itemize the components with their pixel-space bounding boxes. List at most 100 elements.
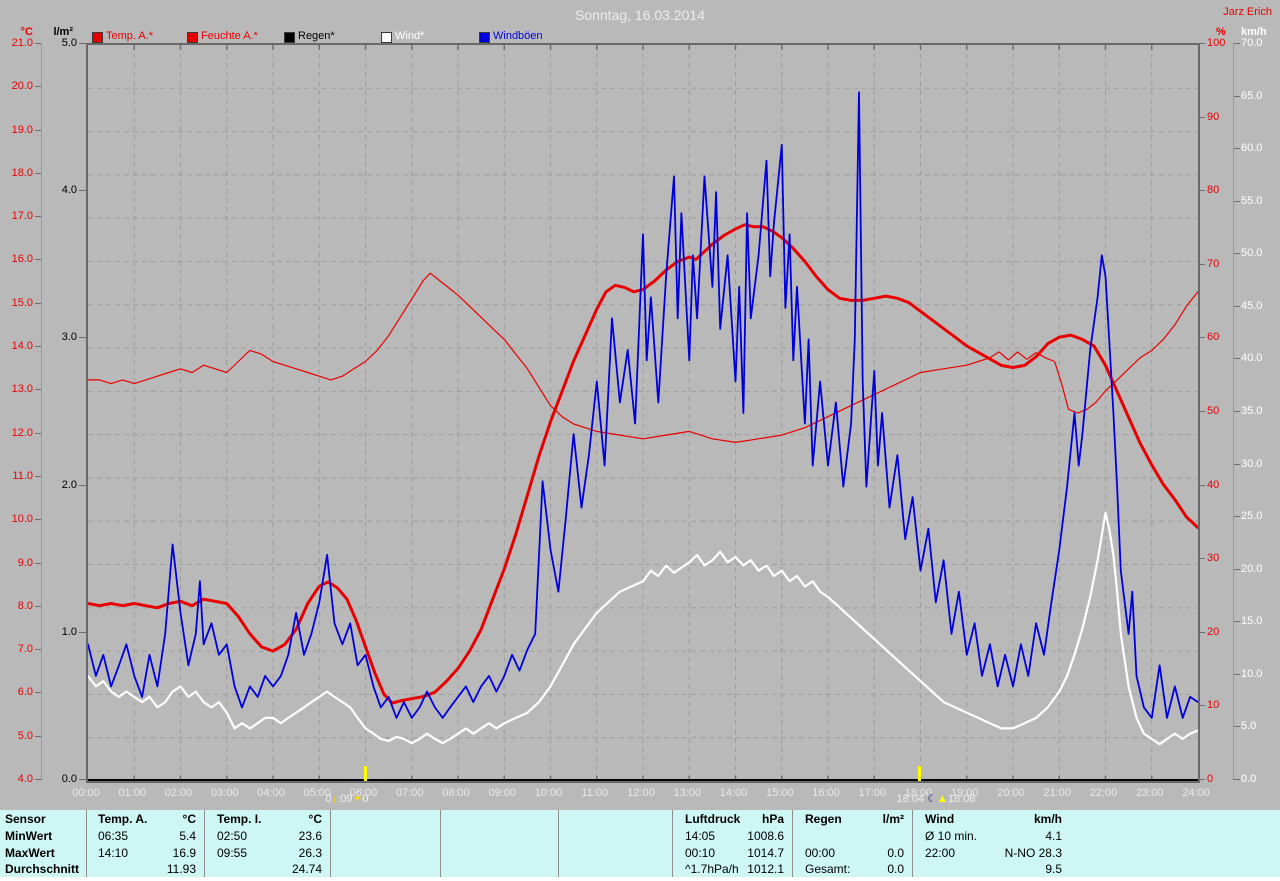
y-tick-mark-temp [35, 519, 42, 521]
table-value-row [559, 828, 672, 845]
table-value-row: 06:35 5.4 [86, 828, 204, 845]
y-tick-label-wind: 15.0 [1241, 615, 1263, 628]
x-tick-label: 06:00 [349, 787, 378, 799]
table-group-temp-a-: Temp. A. °C 06:35 5.4 14:10 16.9 11.93 [86, 810, 205, 877]
legend-label: Wind* [395, 30, 425, 42]
y-tick-label-temp: 7.0 [17, 643, 33, 656]
y-tick-mark-wind [1233, 411, 1240, 412]
table-value-row [441, 845, 558, 862]
legend-label: Temp. A.* [106, 30, 154, 42]
bottom-strip [0, 877, 1280, 881]
value-number: 1012.1 [747, 862, 784, 876]
y-tick-mark-wind [1233, 358, 1240, 360]
sensor-unit: l/m² [882, 812, 904, 826]
table-value-row: 09:55 26.3 [205, 845, 330, 862]
table-value-row [1070, 828, 1280, 845]
table-value-row: 22:00 N-NO 28.3 [913, 845, 1070, 862]
table-value-row [331, 861, 440, 878]
y-tick-mark-temp [35, 129, 42, 131]
axis-spine [41, 43, 42, 779]
y-tick-mark-temp [35, 605, 42, 607]
y-tick-label-temp: 14.0 [11, 340, 33, 353]
page-title: Sonntag, 16.03.2014 [574, 7, 705, 23]
sensor-unit: km/h [1033, 812, 1062, 826]
axis-unit-temp: °C [20, 26, 33, 38]
sensor-unit: °C [308, 812, 322, 826]
table-group-header [559, 811, 672, 828]
plot-area[interactable] [86, 43, 1200, 783]
x-tick-label: 03:00 [210, 787, 239, 799]
y-tick-label-hum: 10 [1207, 699, 1220, 712]
y-tick-label-wind: 45.0 [1241, 299, 1263, 312]
series-feuchte-a- [88, 272, 1198, 443]
table-value-row [559, 861, 672, 878]
table-group-header: Regen l/m² [793, 811, 912, 828]
y-tick-label-wind: 65.0 [1241, 89, 1263, 102]
value-number: 11.93 [166, 862, 196, 876]
y-tick-mark-temp [35, 562, 42, 564]
y-tick-label-temp: 4.0 [17, 773, 33, 785]
table-value-row: 24.74 [205, 861, 330, 878]
y-tick-mark-hum [1198, 558, 1205, 560]
legend-swatch-icon [381, 32, 392, 43]
evening-marker-part: 18:04 [896, 793, 928, 805]
y-tick-mark-rain [79, 337, 86, 339]
y-tick-mark-hum [1198, 484, 1205, 486]
table-group-wind: Wind km/h Ø 10 min. 4.1 22:00 N-NO 28.3 9.5 [913, 810, 1070, 877]
y-tick-label-temp: 12.0 [11, 426, 33, 439]
table-row-label: Sensor [5, 812, 46, 826]
y-tick-label-wind: 60.0 [1241, 142, 1263, 155]
evening-marker-part: ☾ [927, 793, 938, 805]
y-tick-label-hum: 40 [1207, 478, 1220, 491]
y-tick-mark-wind [1233, 148, 1240, 150]
y-tick-label-wind: 70.0 [1241, 37, 1263, 49]
value-number: 4.1 [1045, 829, 1062, 843]
y-tick-mark-hum [1198, 779, 1205, 780]
y-tick-mark-rain [79, 43, 86, 44]
value-number: 1008.6 [747, 829, 784, 843]
table-value-row: 14:10 16.9 [86, 845, 204, 862]
y-tick-mark-wind [1233, 43, 1240, 44]
table-group-header [441, 811, 558, 828]
x-tick-label: 14:00 [719, 787, 748, 799]
table-value-row [1070, 845, 1280, 862]
y-tick-mark-wind [1233, 726, 1240, 728]
value-number: 24.74 [291, 862, 322, 876]
y-tick-label-rain: 2.0 [61, 478, 77, 491]
y-tick-label-rain: 5.0 [61, 37, 77, 49]
y-tick-mark-temp [35, 259, 42, 261]
table-value-row: 14:05 1008.6 [673, 828, 792, 845]
legend-label: Feuchte A.* [201, 30, 258, 42]
evening-marker-line [918, 766, 922, 781]
morning-marker-part: :09 [337, 793, 353, 805]
y-tick-mark-hum [1198, 705, 1205, 707]
sensor-name: Regen [805, 812, 842, 826]
table-value-row: 02:50 23.6 [205, 828, 330, 845]
y-tick-mark-temp [35, 216, 42, 218]
y-tick-mark-temp [35, 302, 42, 304]
y-tick-mark-temp [35, 649, 42, 651]
table-divider [86, 810, 87, 877]
table-row-label: MinWert [5, 829, 53, 843]
x-tick-label: 00:00 [72, 787, 100, 799]
morning-marker-part: 0 [362, 793, 369, 805]
legend-swatch-icon [284, 32, 295, 43]
value-time: 09:55 [217, 846, 248, 860]
x-tick-label: 11:00 [581, 787, 609, 799]
y-tick-mark-temp [35, 172, 42, 174]
table-value-row [559, 845, 672, 862]
axis-spine [1233, 43, 1234, 779]
y-tick-label-wind: 50.0 [1241, 247, 1263, 260]
chart-canvas [88, 45, 1198, 781]
y-tick-label-hum: 80 [1207, 184, 1220, 197]
y-tick-mark-temp [35, 475, 42, 477]
y-tick-label-temp: 11.0 [12, 469, 33, 482]
y-tick-mark-hum [1198, 631, 1205, 633]
table-group-empty [559, 810, 673, 877]
y-tick-label-temp: 16.0 [11, 253, 33, 266]
x-tick-label: 08:00 [442, 787, 470, 799]
user-name: Jarz Erich [1223, 6, 1272, 18]
x-tick-label: 15:00 [765, 787, 794, 799]
y-tick-mark-wind [1233, 673, 1240, 675]
